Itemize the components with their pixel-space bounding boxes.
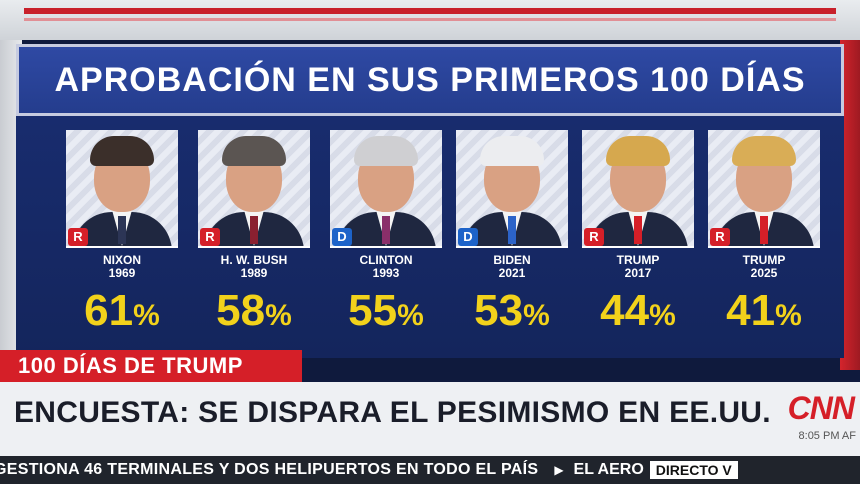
approval-value: 44 — [600, 286, 650, 335]
ticker-text-1: GESTIONA 46 TERMINALES Y DOS HELIPUERTOS… — [0, 461, 539, 478]
party-badge: D — [332, 228, 352, 246]
portrait-hair — [222, 136, 286, 166]
graphic-title: APROBACIÓN EN SUS PRIMEROS 100 DÍAS — [54, 60, 806, 99]
headline-bar: ENCUESTA: SE DISPARA EL PESIMISMO EN EE.… — [0, 382, 860, 456]
approval-value: 53 — [474, 286, 524, 335]
approval-value: 61 — [84, 286, 134, 335]
president-name: NIXON — [102, 253, 141, 267]
percent-sign: % — [133, 299, 160, 332]
approval-value: 41 — [726, 286, 776, 335]
broadcast-time: 8:05 PM AF — [798, 430, 856, 442]
headline-text: ENCUESTA: SE DISPARA EL PESIMISMO EN EE.… — [14, 396, 771, 429]
title-bar: APROBACIÓN EN SUS PRIMEROS 100 DÍAS — [16, 44, 844, 116]
president-portrait: R — [66, 130, 178, 248]
president-name: TRUMP — [742, 253, 786, 267]
approval-percent: 44% — [582, 288, 694, 339]
president-year: 2025 — [750, 266, 778, 280]
approval-percent: 53% — [456, 288, 568, 339]
portrait-hair — [90, 136, 154, 166]
approval-value: 58 — [216, 286, 266, 335]
approval-percent: 58% — [198, 288, 310, 339]
portrait-tie — [760, 216, 768, 244]
approval-percent: 61% — [66, 288, 178, 339]
president-name: TRUMP — [616, 253, 660, 267]
president-year: 2021 — [498, 266, 526, 280]
president-card: R NIXON 1969 61% — [66, 130, 178, 339]
president-card: D CLINTON 1993 55% — [330, 130, 442, 339]
portrait-tie — [382, 216, 390, 244]
top-frame — [0, 0, 860, 40]
party-badge: R — [68, 228, 88, 246]
president-year: 2017 — [624, 266, 652, 280]
play-triangle-icon: ▶ — [554, 463, 564, 477]
top-red-stripe — [24, 8, 836, 14]
top-red-stripe-thin — [24, 18, 836, 21]
percent-sign: % — [649, 299, 676, 332]
approval-percent: 55% — [330, 288, 442, 339]
president-name: H. W. BUSH — [220, 253, 288, 267]
portrait-tie — [508, 216, 516, 244]
president-card: R H. W. BUSH 1989 58% — [198, 130, 310, 339]
live-badge: DIRECTO V — [649, 461, 738, 479]
portrait-tie — [118, 216, 126, 244]
president-portrait: R — [708, 130, 820, 248]
president-card: D BIDEN 2021 53% — [456, 130, 568, 339]
president-card: R TRUMP 2025 41% — [708, 130, 820, 339]
president-portrait: D — [330, 130, 442, 248]
president-portrait: D — [456, 130, 568, 248]
portrait-hair — [354, 136, 418, 166]
segment-tag-label: 100 DÍAS DE TRUMP — [18, 353, 243, 378]
segment-tag: 100 DÍAS DE TRUMP — [0, 350, 302, 382]
portrait-hair — [606, 136, 670, 166]
percent-sign: % — [523, 299, 550, 332]
party-badge: R — [710, 228, 730, 246]
president-portrait: R — [582, 130, 694, 248]
portrait-tie — [634, 216, 642, 244]
party-badge: R — [200, 228, 220, 246]
percent-sign: % — [775, 299, 802, 332]
president-year: 1969 — [108, 266, 136, 280]
news-ticker: GESTIONA 46 TERMINALES Y DOS HELIPUERTOS… — [0, 456, 860, 484]
president-name: CLINTON — [359, 253, 413, 267]
president-year: 1989 — [240, 266, 268, 280]
party-badge: D — [458, 228, 478, 246]
president-year: 1993 — [372, 266, 400, 280]
percent-sign: % — [265, 299, 292, 332]
portrait-hair — [732, 136, 796, 166]
portrait-tie — [250, 216, 258, 244]
president-card: R TRUMP 2017 44% — [582, 130, 694, 339]
party-badge: R — [584, 228, 604, 246]
cnn-logo: CNN — [787, 390, 855, 426]
approval-percent: 41% — [708, 288, 820, 339]
right-frame — [840, 40, 860, 370]
portrait-hair — [480, 136, 544, 166]
approval-value: 55 — [348, 286, 398, 335]
ticker-text-2: EL AERO — [573, 461, 644, 478]
president-portrait: R — [198, 130, 310, 248]
approval-panel: R NIXON 1969 61% R H. W. BUSH 1989 58% D CLINTON 1… — [16, 116, 844, 358]
president-name: BIDEN — [493, 253, 531, 267]
percent-sign: % — [397, 299, 424, 332]
